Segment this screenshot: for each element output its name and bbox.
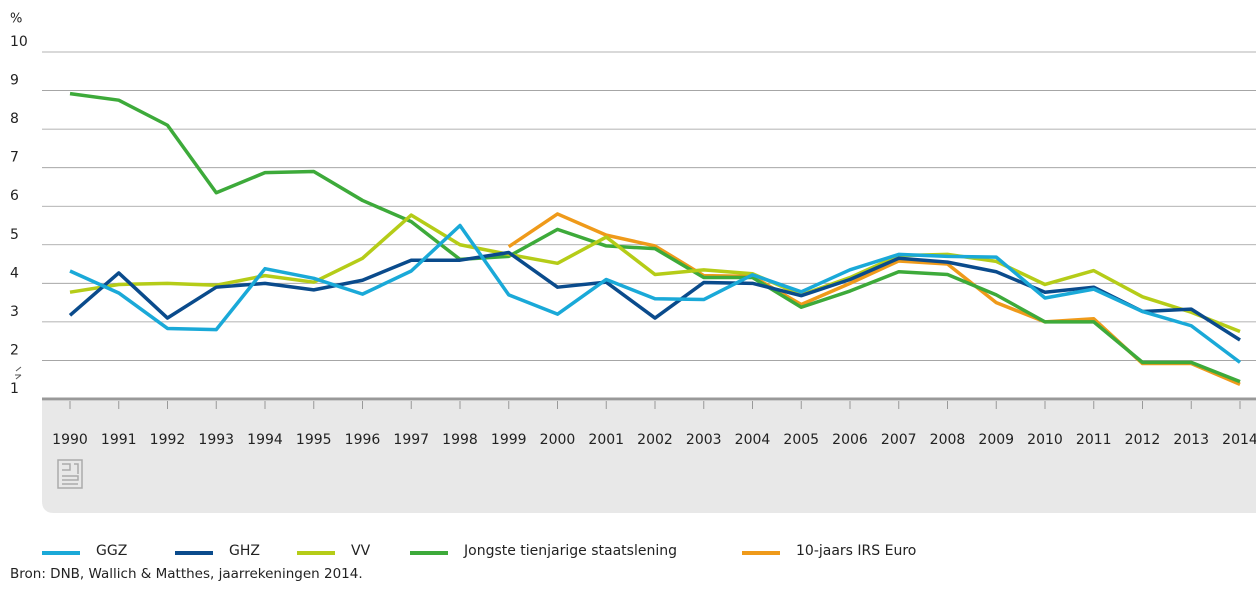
series-line [69, 91, 1241, 384]
legend-label: VV [351, 543, 371, 559]
x-tick-label: 1990 [52, 432, 88, 448]
x-tick-label: 1998 [442, 432, 478, 448]
x-tick-label: 2004 [735, 432, 771, 448]
logo [57, 459, 83, 489]
series-line [68, 250, 1241, 342]
x-tick-label: 2011 [1076, 432, 1112, 448]
axis-band [42, 401, 1256, 513]
y-tick-label: 6 [10, 188, 19, 204]
x-tick-label: 1992 [150, 432, 186, 448]
series-line [69, 223, 1242, 364]
x-tick-label: 2009 [978, 432, 1014, 448]
y-tick-label: 10 [10, 34, 28, 50]
y-tick-label: 8 [10, 111, 19, 127]
y-tick-label: 5 [10, 227, 19, 243]
x-tick-label: 1995 [296, 432, 332, 448]
legend-label: 10-jaars IRS Euro [796, 543, 916, 559]
x-tick-label: 2007 [881, 432, 917, 448]
legend-label: GGZ [96, 543, 127, 559]
x-tick-label: 1993 [198, 432, 234, 448]
x-tick-label: 2003 [686, 432, 722, 448]
x-tick-label: 1994 [247, 432, 283, 448]
x-tick-label: 1997 [393, 432, 429, 448]
y-unit: % [10, 12, 22, 27]
y-tick-label: 3 [10, 304, 19, 320]
y-tick-label: 4 [10, 265, 19, 281]
x-tick-label: 2008 [930, 432, 966, 448]
source: Bron: DNB, Wallich & Matthes, jaarrekeni… [10, 566, 363, 582]
x-tick-label: 2014 [1222, 432, 1256, 448]
y-tick-label: 7 [10, 150, 19, 166]
x-tick-label: 2000 [540, 432, 576, 448]
x-tick-label: 1999 [491, 432, 527, 448]
x-tick-label: 2002 [637, 432, 673, 448]
x-tick-label: 2010 [1027, 432, 1063, 448]
x-tick-label: 1991 [101, 432, 137, 448]
x-tick-label: 2012 [1125, 432, 1161, 448]
series-line [507, 212, 1241, 386]
series-line [69, 213, 1241, 334]
x-tick-label: 2006 [832, 432, 868, 448]
x-tick-label: 2001 [588, 432, 624, 448]
x-tick-label: 2013 [1173, 432, 1209, 448]
x-tick-label: 2005 [783, 432, 819, 448]
legend-label: Jongste tienjarige staatslening [463, 543, 677, 559]
axis-break [15, 366, 22, 380]
y-tick-label: 9 [10, 73, 19, 89]
y-tick-label: 1 [10, 381, 19, 397]
y-tick-label: 2 [10, 342, 19, 358]
x-tick-label: 1996 [345, 432, 381, 448]
legend-label: GHZ [229, 543, 260, 559]
